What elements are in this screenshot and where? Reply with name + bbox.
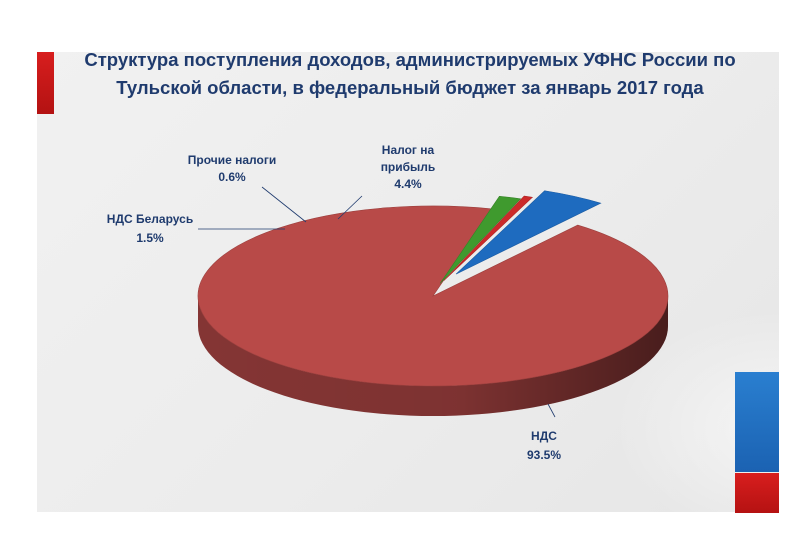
- label-other-taxes-name: Прочие налоги: [188, 153, 276, 167]
- pie-side-walls: [198, 296, 668, 416]
- pie-slice-прочие-налоги: [443, 195, 534, 281]
- label-profit-tax-name-line1: Налог на: [382, 143, 435, 157]
- pie-slice-ндс: [197, 205, 669, 387]
- label-nds-value: 93.5%: [527, 448, 561, 462]
- left-accent-bar: [37, 52, 54, 114]
- label-nds: НДС 93.5%: [527, 429, 561, 462]
- pie-slices: [197, 190, 669, 416]
- right-accent-bar-blue: [735, 372, 779, 472]
- leader-lines: [198, 186, 556, 418]
- label-profit-tax: Налог на прибыль 4.4%: [381, 143, 436, 191]
- label-nds-belarus: НДС Беларусь 1.5%: [107, 212, 193, 245]
- label-nds-belarus-name: НДС Беларусь: [107, 212, 193, 226]
- chart-title-line-1: Структура поступления доходов, администр…: [84, 49, 736, 70]
- label-nds-name: НДС: [531, 429, 557, 443]
- right-accent-bar-red: [735, 473, 779, 513]
- pie-side-shading: [198, 296, 668, 416]
- chart-title-line-2: Тульской области, в федеральный бюджет з…: [116, 77, 704, 98]
- label-nds-belarus-value: 1.5%: [136, 231, 164, 245]
- label-profit-tax-name-line2: прибыль: [381, 160, 436, 174]
- label-other-taxes: Прочие налоги 0.6%: [188, 153, 276, 184]
- pie-slice-ндс-беларусь: [439, 195, 522, 284]
- leader-line-nds: [547, 403, 556, 418]
- label-profit-tax-value: 4.4%: [394, 177, 422, 191]
- pie-slice-налог-на-прибыль: [455, 190, 602, 275]
- label-other-taxes-value: 0.6%: [218, 170, 246, 184]
- leader-line-profit-tax: [337, 195, 363, 220]
- chart-title: Структура поступления доходов, администр…: [60, 46, 760, 102]
- leader-line-other-taxes: [261, 186, 307, 223]
